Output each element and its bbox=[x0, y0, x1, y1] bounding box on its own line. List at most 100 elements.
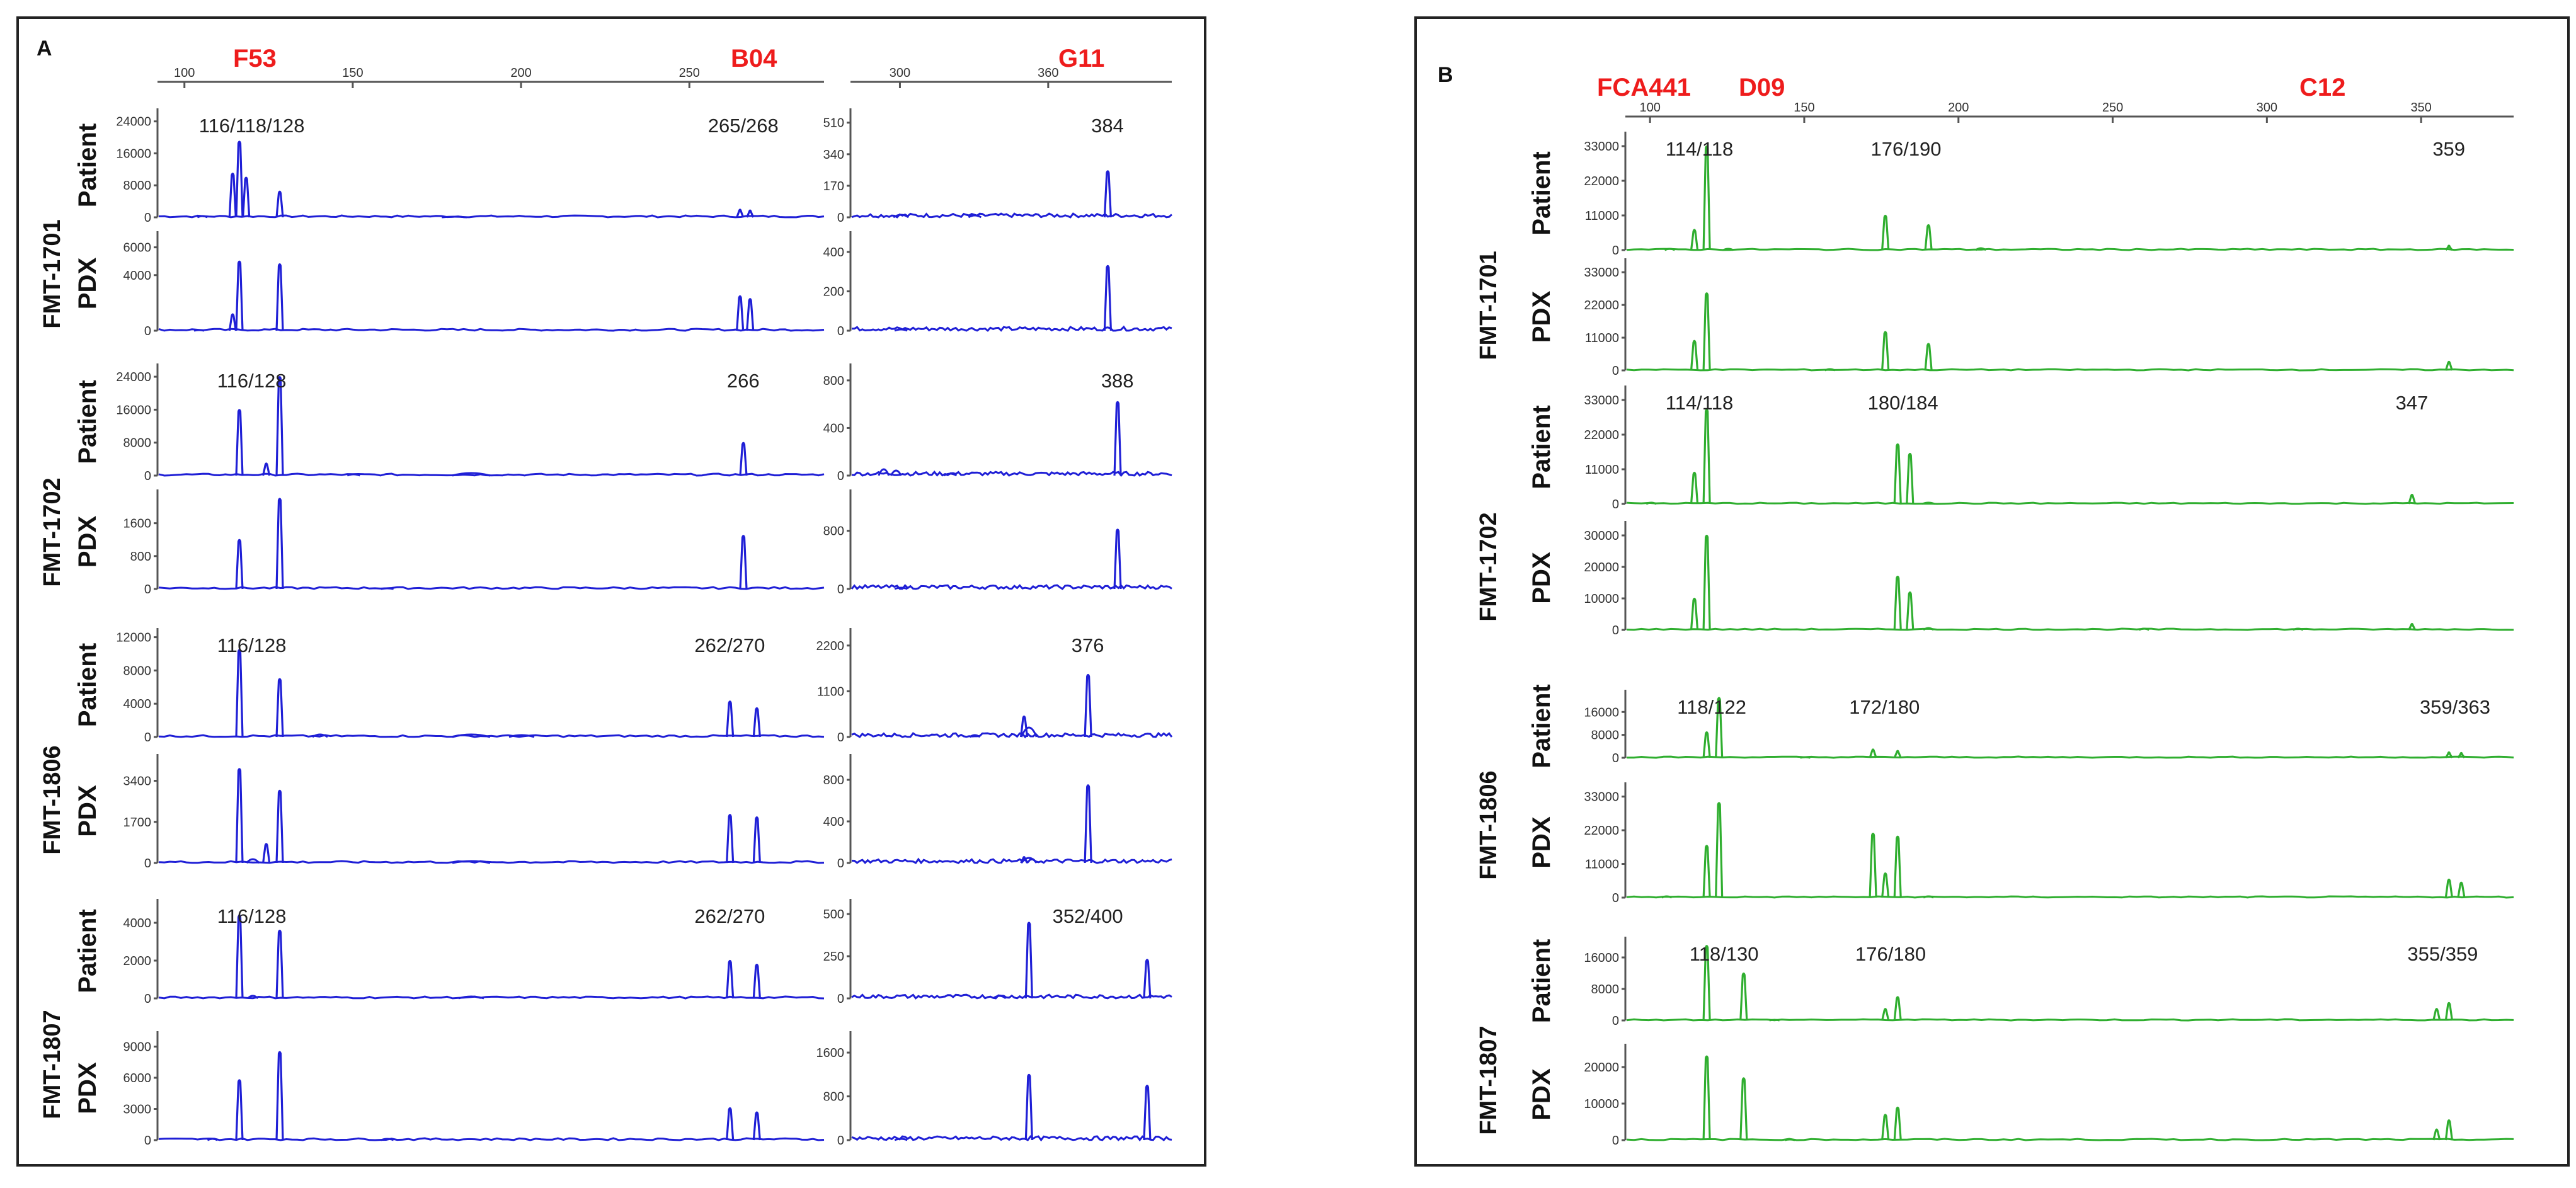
panel-b-row-8-y-tick-label-0: 0 bbox=[1612, 1134, 1619, 1148]
panel-b-row-6-y-tick-label-3: 33000 bbox=[1584, 791, 1619, 804]
panel-a-row-4-right-trace-bump-0 bbox=[894, 586, 908, 590]
panel-a-row-3-left-annotation-1: 266 bbox=[727, 370, 760, 392]
panel-b-row-7-trace-peak-0 bbox=[1702, 945, 1711, 1021]
panel-a-row-3-right-y-tick-label-0: 0 bbox=[837, 469, 844, 483]
panel-b-row-7-y-tick-label-0: 0 bbox=[1612, 1014, 1619, 1028]
panel-a-row-1-left-annotation-1: 265/268 bbox=[708, 115, 779, 137]
panel-a-marker-b04: B04 bbox=[731, 45, 777, 72]
panel-a-sample-labels: FMT-1701 FMT-1702 FMT-1806 FMT-1807 bbox=[39, 219, 66, 1119]
panel-a-row-3-left-trace-bump-1 bbox=[346, 473, 360, 477]
panel-a-row-8-left-trace-peak-0 bbox=[235, 1079, 244, 1141]
panel-a-row-5-left-annotation-1: 262/270 bbox=[694, 634, 765, 656]
panel-b-row-5-trace-peak-2 bbox=[1869, 748, 1877, 758]
panel-b-row-1-trace-peak-1 bbox=[1702, 145, 1711, 251]
panel-a-row-4: 0 800 1600 0 800 PDX bbox=[74, 489, 1172, 597]
panel-b-row-6-y-tick-label-1: 11000 bbox=[1585, 858, 1619, 872]
panel-a-row-1-left-trace-peak-4 bbox=[736, 208, 745, 218]
panel-a-row-1-left-y-tick-label-1: 8000 bbox=[123, 179, 152, 193]
panel-a-row-6-row-label: PDX bbox=[74, 785, 101, 837]
panel-a-row-5-left-y-tick-label-0: 0 bbox=[144, 731, 151, 745]
panel-a-row-1-row-label: Patient bbox=[74, 123, 101, 207]
panel-b-top-axis: 100 150 200 250 300 350 bbox=[1625, 101, 2514, 123]
panel-a-row-1-left-trace-bump-0 bbox=[197, 215, 209, 219]
panel-b-row-2-y-tick-label-1: 11000 bbox=[1585, 331, 1619, 345]
panel-a-row-1-left-trace-peak-2 bbox=[242, 176, 251, 218]
panel-b-top-tick-label-2: 200 bbox=[1948, 101, 1969, 115]
panel-a-row-5-left-trace-peak-1 bbox=[275, 678, 284, 738]
panel-a-row-7-left-trace-peak-3 bbox=[752, 963, 761, 999]
panel-b-row-1: 0 11000 22000 33000 114/118 176/190 359 Patient bbox=[1528, 132, 2514, 258]
panel-b-row-4-trace-baseline bbox=[1626, 627, 2514, 631]
panel-b-row-3: 0 11000 22000 33000 114/118 180/184 347 Patient bbox=[1528, 386, 2514, 511]
panel-a-row-4-right-trace-baseline bbox=[850, 584, 1172, 590]
panel-a-row-5-left-y-tick-label-3: 12000 bbox=[116, 631, 151, 645]
panel-b-row-5-y-tick-label-2: 16000 bbox=[1584, 705, 1619, 719]
panel-b-row-4-y-tick-label-2: 20000 bbox=[1584, 561, 1619, 574]
panel-a-row-5-left-y-tick-label-2: 8000 bbox=[123, 664, 152, 678]
panel-b-row-3-trace-peak-2 bbox=[1893, 443, 1902, 505]
panel-a-row-5-left-trace-peak-2 bbox=[726, 700, 735, 738]
panel-b-row-5-trace-baseline bbox=[1627, 755, 2514, 759]
panel-a-row-1-right-y-tick-label-2: 340 bbox=[823, 148, 844, 162]
panel-a-row-5-right-y-tick-label-2: 2200 bbox=[816, 639, 845, 653]
panel-a-row-1-left-y-tick-label-0: 0 bbox=[144, 211, 151, 225]
panel-a-row-1-left-annotation-0: 116/118/128 bbox=[199, 115, 305, 137]
panel-a-row-7-left-trace-bump-1 bbox=[458, 995, 484, 1000]
panel-a-row-2-right-trace-bump-0 bbox=[894, 328, 908, 332]
panel-b-row-1-y-tick-label-1: 11000 bbox=[1585, 209, 1619, 223]
panel-b-row-5-trace-peak-5 bbox=[2457, 751, 2466, 758]
panel-a-row-1-left-trace-baseline bbox=[158, 214, 825, 219]
panel-b-row-2-y-tick-label-3: 33000 bbox=[1584, 266, 1619, 280]
panel-b-row-8-trace-peak-1 bbox=[1739, 1077, 1748, 1141]
panel-a-row-5-left-trace-baseline bbox=[158, 734, 825, 738]
panel-a-row-6-left-trace-peak-2 bbox=[275, 789, 284, 864]
panel-b-row-8-y-tick-label-1: 10000 bbox=[1584, 1097, 1619, 1111]
panel-b-row-6-y-tick-label-2: 22000 bbox=[1584, 824, 1619, 838]
panel-a-row-5-right-trace-peak-0 bbox=[1019, 715, 1029, 738]
panel-b-row-4-trace-bump-2 bbox=[2293, 627, 2304, 631]
panel-b-marker-fca441: FCA441 bbox=[1597, 74, 1691, 101]
panel-b-sample-label-1: FMT-1701 bbox=[1475, 251, 1502, 360]
panel-b-row-1-annotation-0: 114/118 bbox=[1666, 138, 1733, 160]
panel-a-sample-label-4: FMT-1807 bbox=[39, 1010, 66, 1119]
panel-a-row-7-left-y-tick-label-1: 2000 bbox=[123, 954, 152, 968]
panel-a-row-5-right-y-tick-label-0: 0 bbox=[837, 731, 844, 745]
panel-a-row-8-right-trace-bump-0 bbox=[894, 1138, 908, 1141]
panel-a-row-3-left-y-tick-label-2: 16000 bbox=[116, 403, 151, 417]
panel-b-row-5-annotation-2: 359/363 bbox=[2420, 696, 2490, 718]
panel-a-row-2-left-trace-bump-0 bbox=[193, 329, 205, 332]
panel-b-row-4-y-tick-label-1: 10000 bbox=[1584, 592, 1619, 606]
panel-a-row-7-left-y-tick-label-0: 0 bbox=[144, 992, 151, 1006]
panel-b-row-5-y-tick-label-0: 0 bbox=[1612, 751, 1619, 765]
panel-b-row-6-trace-bump-1 bbox=[1923, 895, 1934, 899]
panel-b-row-7-annotation-1: 176/180 bbox=[1855, 943, 1926, 965]
panel-b-row-3-y-tick-label-3: 33000 bbox=[1584, 394, 1619, 408]
panel-b-row-7-annotation-2: 355/359 bbox=[2407, 943, 2478, 965]
panel-b-row-6-trace-peak-4 bbox=[1893, 835, 1902, 898]
panel-a-row-2-left-trace-peak-4 bbox=[746, 298, 755, 331]
panel-b-row-4-y-tick-label-0: 0 bbox=[1612, 624, 1619, 637]
panel-a-row-4-right-trace-peak-0 bbox=[1113, 528, 1122, 590]
panel-a-row-8-left-y-tick-label-0: 0 bbox=[144, 1134, 151, 1148]
panel-a-row-3-right-annotation-0: 388 bbox=[1101, 370, 1134, 392]
panel-a-row-3-right-trace-bump-1 bbox=[890, 469, 902, 476]
panel-b-row-5-trace-peak-3 bbox=[1893, 750, 1902, 758]
panel-a-row-6-left-trace-peak-4 bbox=[752, 816, 761, 864]
panel-a-row-5-left-trace-peak-3 bbox=[752, 707, 761, 738]
panel-a-row-1-left-trace-peak-5 bbox=[746, 209, 755, 218]
panel-b-row-2-trace-peak-2 bbox=[1881, 331, 1890, 371]
panel-b-row-6-trace-peak-2 bbox=[1869, 832, 1877, 898]
panel-a-row-6-left-trace-bump-1 bbox=[452, 860, 491, 864]
panel-a-left-top-tick-label-0: 100 bbox=[174, 66, 195, 80]
panel-b-row-6-trace-peak-0 bbox=[1702, 845, 1711, 898]
panel-a-row-1-left-trace-peak-3 bbox=[275, 190, 284, 218]
panel-a-row-6-left-y-tick-label-0: 0 bbox=[144, 857, 151, 871]
panel-a-row-1-left-y-tick-label-3: 24000 bbox=[116, 115, 151, 129]
panel-a-row-4-left-y-tick-label-1: 800 bbox=[130, 550, 151, 564]
panel-a-row-2-left-trace-peak-1 bbox=[235, 260, 244, 331]
panel-a-row-7-left-annotation-0: 116/128 bbox=[217, 905, 287, 927]
panel-b-row-1-trace-bump-2 bbox=[1722, 248, 1734, 251]
panel-b-row-8-trace-peak-5 bbox=[2444, 1119, 2453, 1141]
panel-b-row-3-y-tick-label-0: 0 bbox=[1612, 498, 1619, 511]
